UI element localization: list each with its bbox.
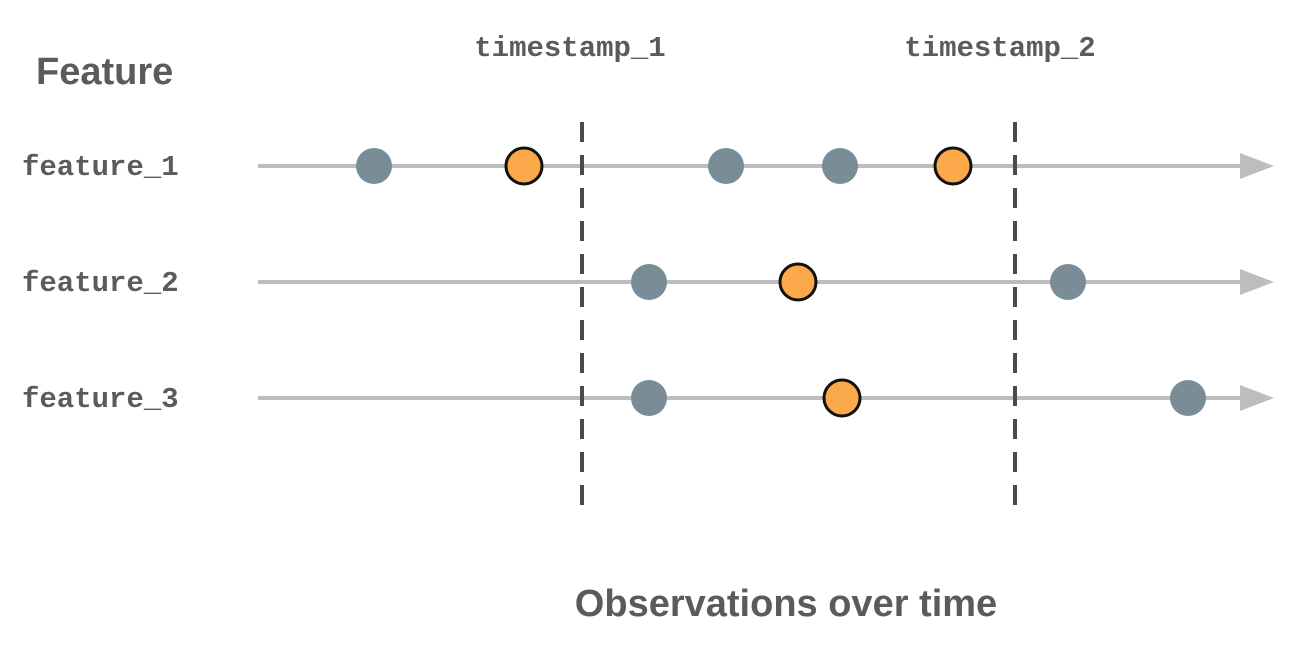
observation-dot (631, 264, 667, 300)
timestamp-label: timestamp_2 (904, 32, 1095, 65)
observation-dot (356, 148, 392, 184)
observation-dot (631, 380, 667, 416)
event-dots (356, 146, 1206, 418)
timestamp-labels: timestamp_1 timestamp_2 (474, 32, 1095, 65)
selected-observation-dot (933, 146, 973, 186)
selected-observation-dot (822, 378, 862, 418)
feature-label: feature_1 (22, 151, 179, 184)
feature-label: feature_2 (22, 267, 179, 300)
observation-dot (1050, 264, 1086, 300)
timeline-arrowhead (1240, 385, 1274, 411)
feature-heading: Feature (36, 51, 173, 93)
selected-observation-dot (504, 146, 544, 186)
selected-observation-dot (778, 262, 818, 302)
timestamp-label: timestamp_1 (474, 32, 665, 65)
timeline-arrowhead (1240, 269, 1274, 295)
axis-caption: Observations over time (575, 583, 997, 625)
feature-label: feature_3 (22, 383, 179, 416)
observation-dot (822, 148, 858, 184)
observation-dot (1170, 380, 1206, 416)
observation-dot (708, 148, 744, 184)
feature-timelines: feature_1 feature_2 feature_3 (22, 151, 1274, 416)
timeline-arrowhead (1240, 153, 1274, 179)
